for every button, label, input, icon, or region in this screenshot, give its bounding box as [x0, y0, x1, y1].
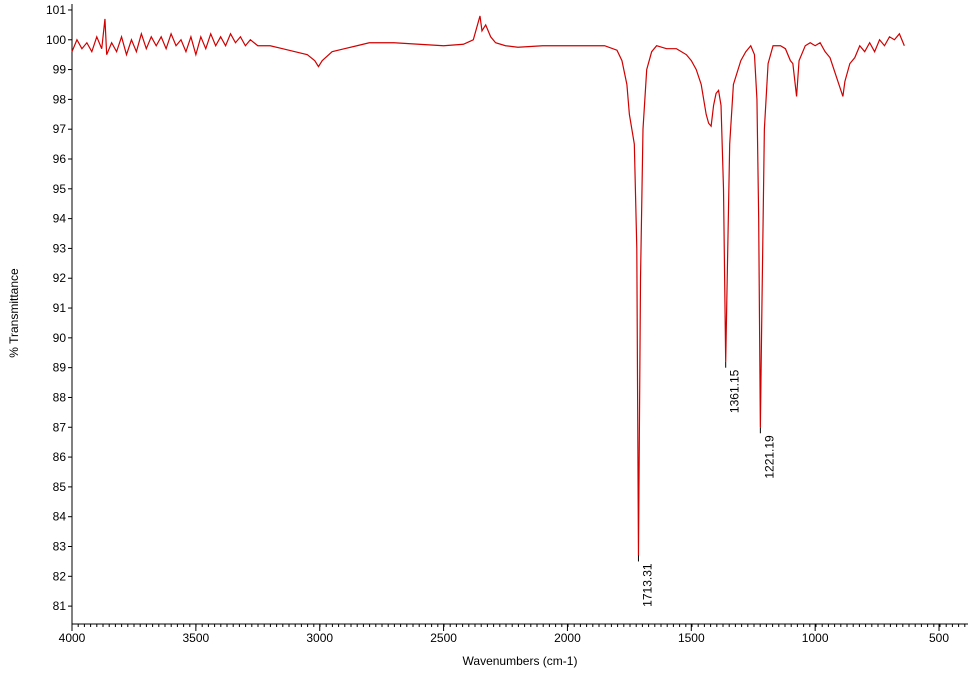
peak-label: 1221.19	[762, 435, 776, 479]
y-axis-label: % Transmittance	[7, 268, 21, 358]
y-tick-label: 87	[53, 420, 67, 434]
x-tick-label: 1000	[802, 631, 829, 645]
y-tick-label: 88	[53, 390, 67, 404]
y-tick-label: 85	[53, 480, 67, 494]
y-tick-label: 98	[53, 92, 67, 106]
peak-label: 1361.15	[728, 369, 742, 413]
spectrum-line	[71, 15, 905, 556]
y-tick-label: 97	[53, 122, 67, 136]
y-tick-label: 101	[46, 3, 66, 17]
y-tick-label: 82	[53, 569, 67, 583]
x-tick-label: 3000	[306, 631, 333, 645]
y-tick-label: 99	[53, 63, 67, 77]
x-tick-label: 1500	[678, 631, 705, 645]
y-tick-label: 81	[53, 599, 67, 613]
x-tick-label: 500	[929, 631, 949, 645]
x-axis-label: Wavenumbers (cm-1)	[463, 654, 578, 668]
x-tick-label: 4000	[59, 631, 86, 645]
y-tick-label: 90	[53, 331, 67, 345]
y-tick-label: 84	[53, 510, 67, 524]
y-tick-label: 93	[53, 241, 67, 255]
y-tick-label: 96	[53, 152, 67, 166]
y-tick-label: 89	[53, 361, 67, 375]
y-tick-label: 94	[53, 212, 67, 226]
y-tick-label: 86	[53, 450, 67, 464]
y-tick-label: 91	[53, 301, 67, 315]
y-tick-label: 92	[53, 271, 67, 285]
x-tick-label: 2000	[554, 631, 581, 645]
y-tick-label: 83	[53, 540, 67, 554]
x-tick-label: 3500	[183, 631, 210, 645]
y-tick-label: 95	[53, 182, 67, 196]
x-tick-label: 2500	[430, 631, 457, 645]
peak-label: 1713.31	[640, 563, 654, 607]
y-tick-label: 100	[46, 33, 66, 47]
